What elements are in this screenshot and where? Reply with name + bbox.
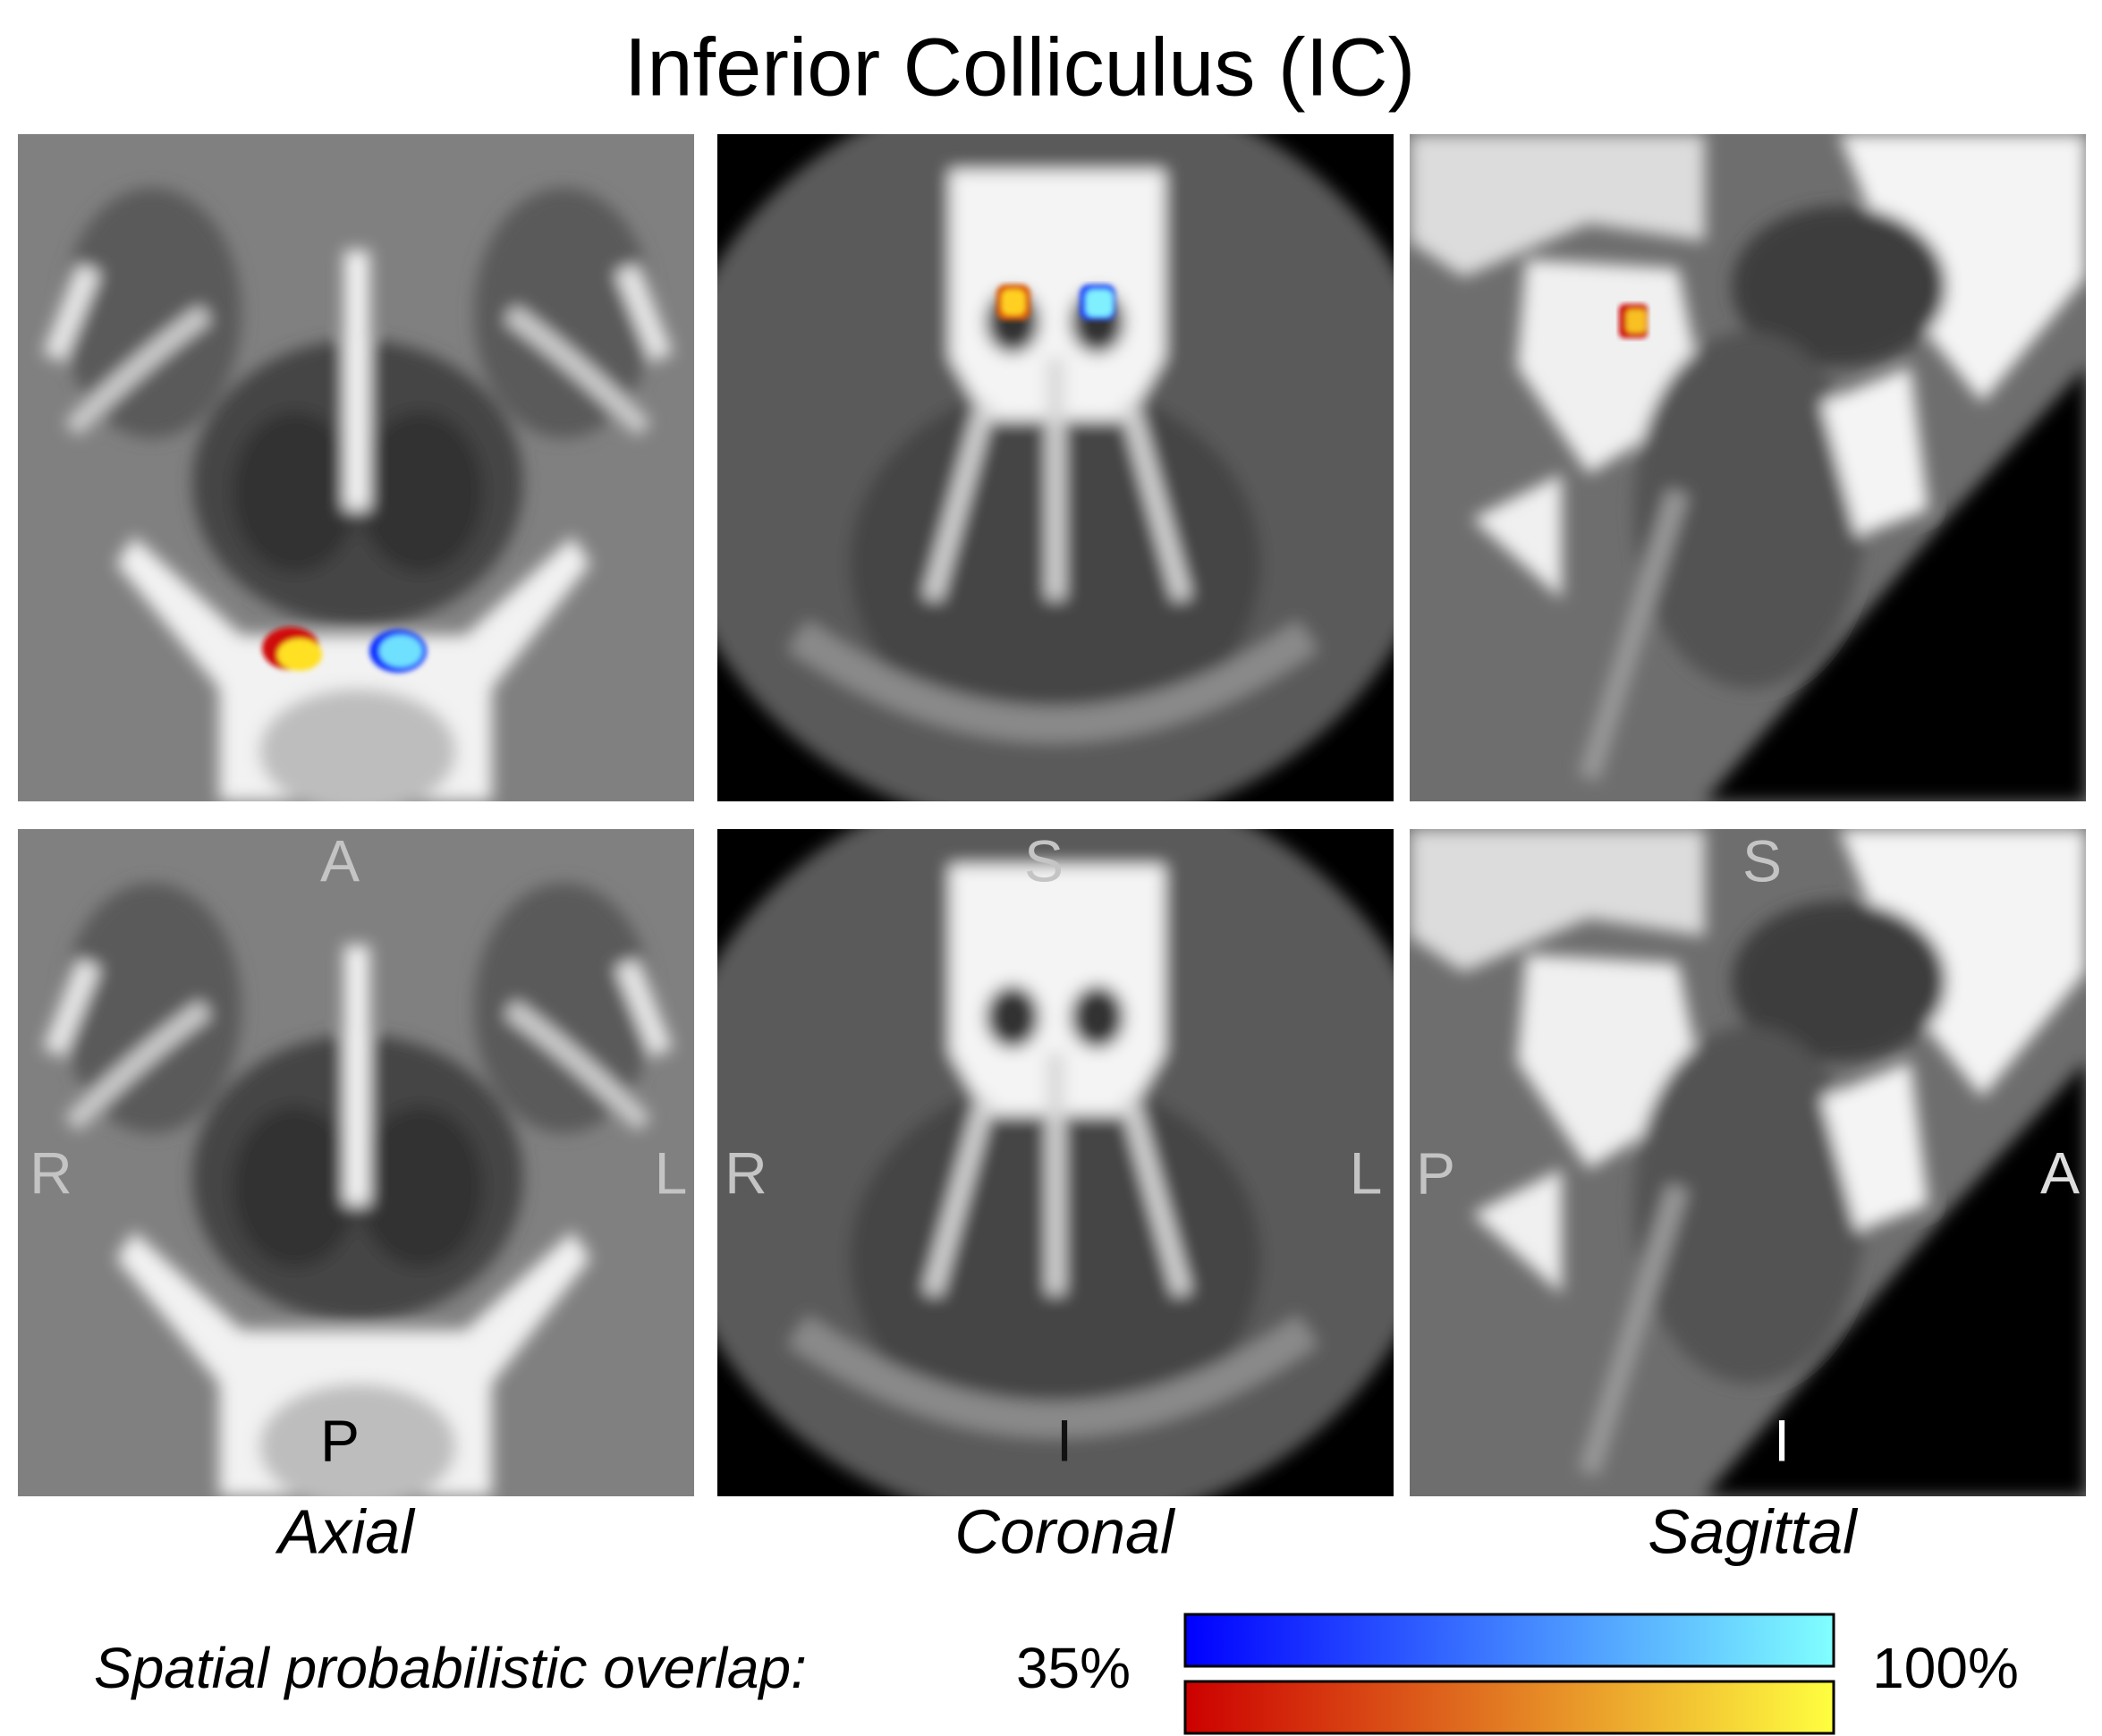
ic-overlay	[262, 627, 427, 673]
orientation-label: S	[1742, 827, 1782, 893]
orientation-label: P	[1416, 1139, 1455, 1206]
ic-overlay	[1619, 304, 1648, 338]
orientation-label: S	[1024, 827, 1064, 893]
sagittal-top	[1410, 134, 2086, 801]
axial-image	[18, 134, 694, 814]
view-caption: Axial	[275, 1496, 416, 1566]
coronal-top	[662, 80, 1449, 832]
orientation-label: L	[655, 1139, 688, 1206]
overlay-blob	[1086, 290, 1113, 317]
orientation-label: A	[2040, 1139, 2080, 1206]
orientation-label: R	[30, 1139, 72, 1206]
legend-label: Spatial probabilistic overlap:	[94, 1636, 807, 1700]
orientation-label: I	[1774, 1407, 1790, 1473]
orientation-label: A	[320, 827, 360, 893]
orientation-label: R	[725, 1139, 767, 1206]
overlay-blob	[1626, 309, 1646, 333]
view-caption: Coronal	[954, 1496, 1176, 1566]
orientation-label: L	[1350, 1139, 1383, 1206]
sagittal-bottom	[1410, 829, 2086, 1496]
coronal-image	[662, 80, 1449, 832]
colorbar-red	[1183, 1680, 1835, 1735]
figure-title: Inferior Colliculus (IC)	[624, 21, 1415, 113]
orientation-label: I	[1056, 1407, 1072, 1473]
overlay-blob	[277, 639, 322, 671]
sagittal-image	[1410, 829, 2086, 1496]
overlay-blob	[1002, 290, 1025, 315]
overlay-blob	[379, 635, 422, 667]
axial-top	[18, 134, 694, 814]
orientation-label: P	[320, 1407, 360, 1473]
ic-overlay	[996, 284, 1115, 320]
view-caption: Sagittal	[1648, 1496, 1859, 1566]
colorbar-blue	[1183, 1613, 1835, 1668]
legend-max: 100%	[1872, 1636, 2019, 1700]
legend-min: 35%	[1016, 1636, 1131, 1700]
sagittal-image	[1410, 134, 2086, 801]
